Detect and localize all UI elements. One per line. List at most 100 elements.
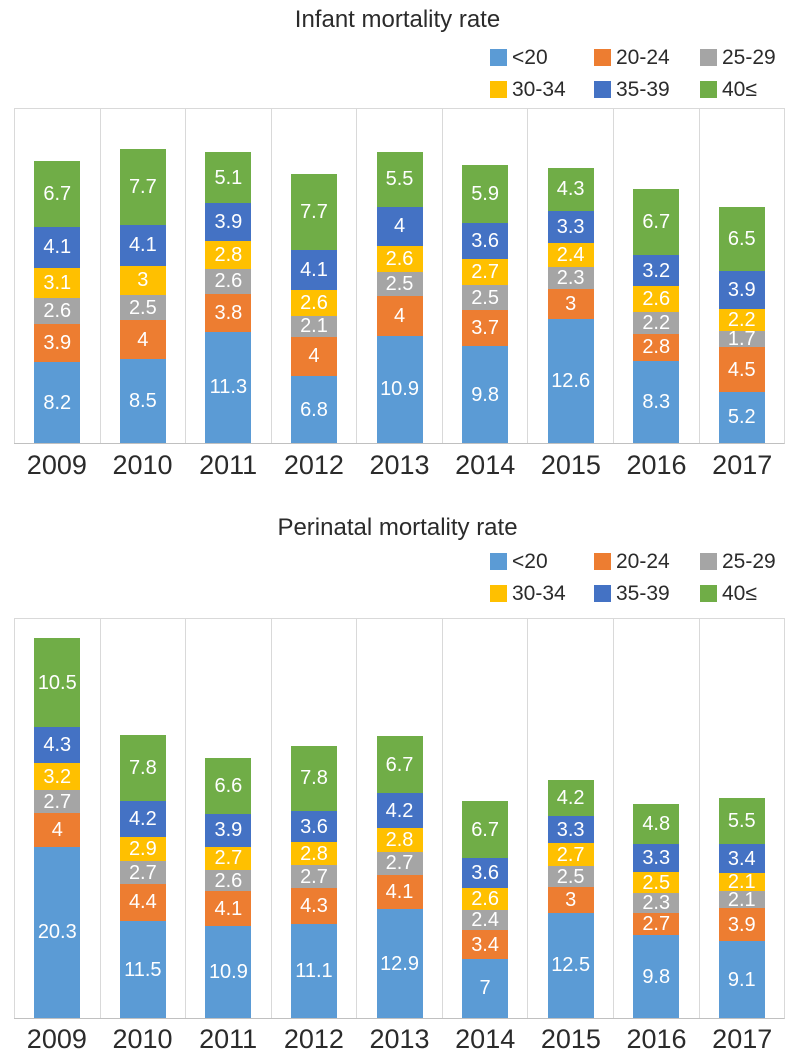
segment-label: 2.1 xyxy=(300,315,328,338)
bar-segment: 4.3 xyxy=(290,888,337,925)
segment-label: 8.5 xyxy=(128,390,157,413)
legend-label: 30-34 xyxy=(512,581,566,605)
stacked-bar: 10.9 4 2.5 2.6 4 5.5 xyxy=(376,152,423,443)
bar-segment: 10.9 xyxy=(376,335,423,443)
segment-label: 1.7 xyxy=(727,328,756,351)
legend-item: 40≤ xyxy=(700,582,795,605)
segment-label: 2.6 xyxy=(214,270,243,293)
bar-segment: 2.7 xyxy=(205,846,252,870)
bar-segment: 2.5 xyxy=(119,295,166,320)
bar-segment: 4.1 xyxy=(205,891,252,927)
bar-segment: 6.7 xyxy=(462,801,509,858)
segment-label: 3 xyxy=(137,269,149,292)
segment-label: 6.7 xyxy=(471,818,499,841)
segment-label: 6.6 xyxy=(214,775,243,798)
bar-segment: 4 xyxy=(290,336,337,377)
segment-label: 2.3 xyxy=(556,266,585,289)
x-axis-label: 2011 xyxy=(199,1024,258,1054)
x-axis-label: 2012 xyxy=(283,1024,344,1054)
segment-label: 2.7 xyxy=(214,847,243,870)
segment-label: 3.6 xyxy=(471,230,499,253)
legend-swatch xyxy=(700,553,717,570)
stacked-bar: 8.5 4 2.5 3 4.1 7.7 xyxy=(119,149,166,443)
bar-segment: 2.8 xyxy=(633,333,680,362)
stacked-bar: 7 3.4 2.4 2.6 3.6 6.7 xyxy=(462,801,509,1018)
segment-label: 3.3 xyxy=(556,818,585,841)
bar-segment: 2.6 xyxy=(205,268,252,295)
bar-segment: 20.3 xyxy=(34,846,81,1018)
segment-label: 2.7 xyxy=(471,261,499,284)
bar-column: 8.5 4 2.5 3 4.1 7.7 xyxy=(99,109,186,443)
segment-label: 3.9 xyxy=(214,819,243,842)
stacked-bar: 12.5 3 2.5 2.7 3.3 4.2 xyxy=(547,780,594,1018)
bar-column: 10.9 4 2.5 2.6 4 5.5 xyxy=(356,109,442,443)
bar-segment: 11.5 xyxy=(119,921,166,1018)
bar-segment: 4.1 xyxy=(376,874,423,910)
segment-label: 2.9 xyxy=(128,837,157,860)
bar-segment: 3.6 xyxy=(290,811,337,842)
bar-segment: 2.7 xyxy=(547,843,594,867)
segment-label: 3.7 xyxy=(471,317,499,340)
segment-label: 2.6 xyxy=(471,888,499,911)
x-axis-label: 2015 xyxy=(540,1024,601,1054)
segment-label: 5.5 xyxy=(385,168,414,191)
bar-column: 11.1 4.3 2.7 2.8 3.6 7.8 xyxy=(270,619,357,1018)
bar-segment: 4.3 xyxy=(547,168,594,211)
x-axis-label: 2010 xyxy=(112,1024,173,1054)
stacked-bar: 9.8 3.7 2.5 2.7 3.6 5.9 xyxy=(462,165,509,443)
segment-label: 3.9 xyxy=(727,278,756,301)
segment-label: 3.4 xyxy=(471,933,499,956)
segment-label: 4.5 xyxy=(727,358,756,381)
legend-label: <20 xyxy=(512,549,548,573)
segment-label: 4.1 xyxy=(300,259,328,282)
legend-label: <20 xyxy=(512,45,548,69)
bar-segment: 10.9 xyxy=(205,926,252,1018)
legend-swatch xyxy=(490,49,507,66)
bar-segment: 2.6 xyxy=(34,298,81,324)
x-axis-label: 2016 xyxy=(626,450,687,480)
segment-label: 4.2 xyxy=(128,807,157,830)
bar-segment: 2.8 xyxy=(205,241,252,269)
legend-item: <20 xyxy=(490,46,594,69)
segment-label: 4.3 xyxy=(556,178,585,201)
x-axis-label: 2014 xyxy=(455,450,516,480)
bar-segment: 2.1 xyxy=(718,872,765,892)
bar-segment: 4.1 xyxy=(290,249,337,291)
segment-label: 4.1 xyxy=(128,234,157,257)
bar-segment: 3.9 xyxy=(718,908,765,942)
bar-segment: 2.3 xyxy=(633,893,680,913)
bar-segment: 2.7 xyxy=(119,861,166,884)
bar-segment: 3.3 xyxy=(547,210,594,244)
segment-label: 2.7 xyxy=(385,852,414,875)
x-axis-label: 2016 xyxy=(626,1024,687,1054)
bar-segment: 4.2 xyxy=(119,801,166,837)
segment-label: 6.7 xyxy=(642,210,671,233)
bar-segment: 6.5 xyxy=(718,206,765,271)
bar-column: 12.6 3 2.3 2.4 3.3 4.3 xyxy=(527,109,613,443)
bar-segment: 3.9 xyxy=(205,813,252,847)
x-axis-label: 2009 xyxy=(26,1024,87,1054)
legend-item: 20-24 xyxy=(594,550,700,573)
segment-label: 2.5 xyxy=(471,286,499,309)
x-axis-label: 2012 xyxy=(283,450,344,480)
bar-segment: 3.4 xyxy=(718,844,765,873)
bar-segment: 3.1 xyxy=(34,267,81,299)
segment-label: 3.9 xyxy=(214,210,243,233)
segment-label: 6.8 xyxy=(300,398,328,421)
segment-label: 4.8 xyxy=(642,813,671,836)
bar-column: 8.3 2.8 2.2 2.6 3.2 6.7 xyxy=(612,109,699,443)
segment-label: 12.6 xyxy=(551,369,591,392)
bar-segment: 3 xyxy=(547,289,594,319)
bar-segment: 2.3 xyxy=(547,266,594,290)
segment-label: 11.1 xyxy=(295,960,333,983)
segment-label: 5.2 xyxy=(727,406,756,429)
segment-label: 6.7 xyxy=(385,753,414,776)
segment-label: 2.6 xyxy=(214,869,243,892)
segment-label: 2.8 xyxy=(385,829,414,852)
legend-label: 20-24 xyxy=(616,45,670,69)
legend-item: 35-39 xyxy=(594,78,700,101)
chart-title: Perinatal mortality rate xyxy=(277,514,518,541)
bar-segment: 2.5 xyxy=(633,872,680,894)
legend-swatch xyxy=(490,585,507,602)
segment-label: 6.7 xyxy=(43,183,72,206)
